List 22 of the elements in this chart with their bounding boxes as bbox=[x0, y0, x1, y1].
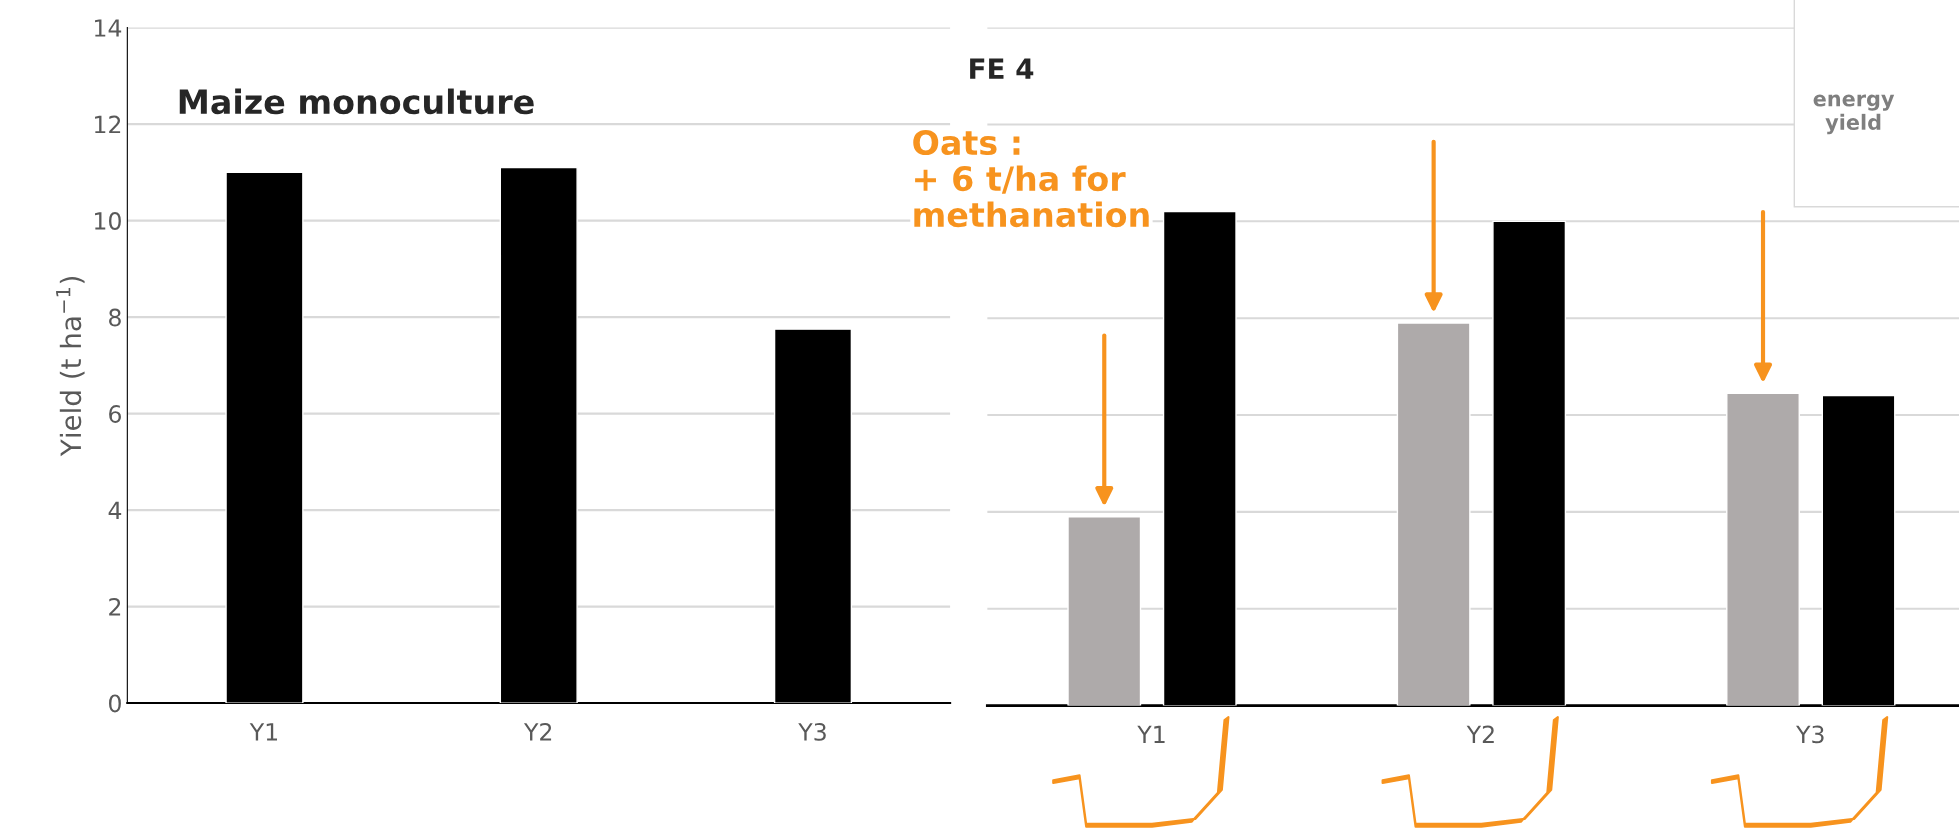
annotation: FE 4 bbox=[970, 58, 1034, 79]
y-tick-label: 8 bbox=[109, 308, 121, 327]
text: Maize monoculture bbox=[179, 88, 534, 115]
x-tick-label: Y2 bbox=[523, 722, 552, 741]
y-axis-title: Yield (t ha$^{−1}$) bbox=[56, 276, 85, 457]
y-tick-label: 14 bbox=[95, 19, 122, 37]
annotation: energy yield bbox=[1813, 94, 1895, 135]
y-tick-label: 2 bbox=[109, 598, 121, 616]
bar bbox=[1396, 322, 1471, 706]
bar bbox=[1067, 516, 1142, 706]
x-tick-label: Y3 bbox=[798, 722, 826, 741]
x-tick-label: Y2 bbox=[1466, 725, 1494, 743]
y-tick-label: 6 bbox=[109, 405, 121, 423]
x-tick-label: Y3 bbox=[1796, 725, 1824, 744]
bar bbox=[1726, 392, 1800, 706]
x-tick-label: Y1 bbox=[1137, 725, 1165, 743]
y-tick-label: 10 bbox=[95, 212, 121, 230]
y-tick-label: 0 bbox=[109, 694, 121, 713]
x-tick-label: Y1 bbox=[249, 723, 278, 741]
y-tick-label: 12 bbox=[95, 115, 121, 134]
y-tick-label: 4 bbox=[108, 501, 122, 520]
annotation: Oats : + 6 t/ha for methanation bbox=[913, 129, 1149, 228]
